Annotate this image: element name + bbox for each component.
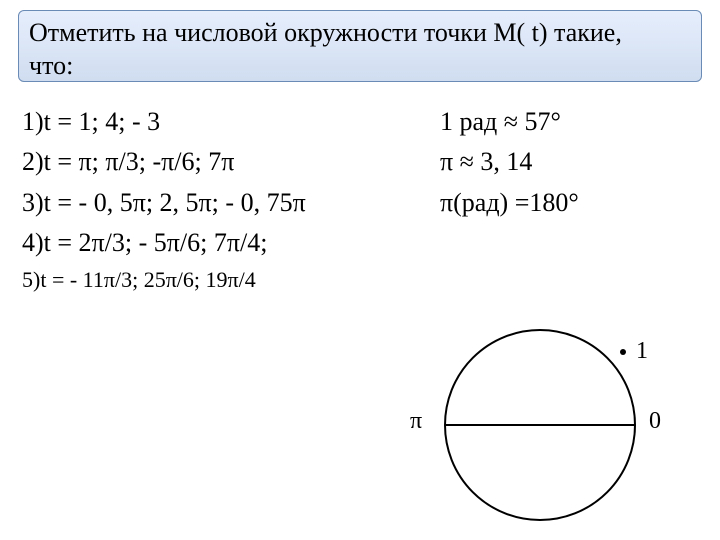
header-line2: что: bbox=[29, 51, 73, 80]
label-zero: 0 bbox=[649, 408, 661, 435]
label-pi: π bbox=[410, 408, 422, 435]
fact-1: 1 рад ≈ 57° bbox=[440, 102, 700, 142]
header-box: Отметить на числовой окружности точки M(… bbox=[18, 10, 702, 82]
problem-5: 5)t = - 11π/3; 25π/6; 19π/4 bbox=[22, 263, 422, 297]
problem-1: 1)t = 1; 4; - 3 bbox=[22, 102, 422, 142]
header-line1: Отметить на числовой окружности точки M(… bbox=[29, 18, 622, 47]
point-one-dot bbox=[620, 349, 626, 355]
problem-2: 2)t = π; π/3; -π/6; 7π bbox=[22, 142, 422, 182]
facts-list: 1 рад ≈ 57° π ≈ 3, 14 π(рад) =180° bbox=[440, 102, 700, 223]
problems-list: 1)t = 1; 4; - 3 2)t = π; π/3; -π/6; 7π 3… bbox=[22, 102, 422, 297]
unit-circle bbox=[435, 325, 645, 535]
fact-3: π(рад) =180° bbox=[440, 183, 700, 223]
problem-4: 4)t = 2π/3; - 5π/6; 7π/4; bbox=[22, 223, 422, 263]
problem-3: 3)t = - 0, 5π; 2, 5π; - 0, 75π bbox=[22, 183, 422, 223]
fact-2: π ≈ 3, 14 bbox=[440, 142, 700, 182]
label-one: 1 bbox=[636, 338, 648, 365]
